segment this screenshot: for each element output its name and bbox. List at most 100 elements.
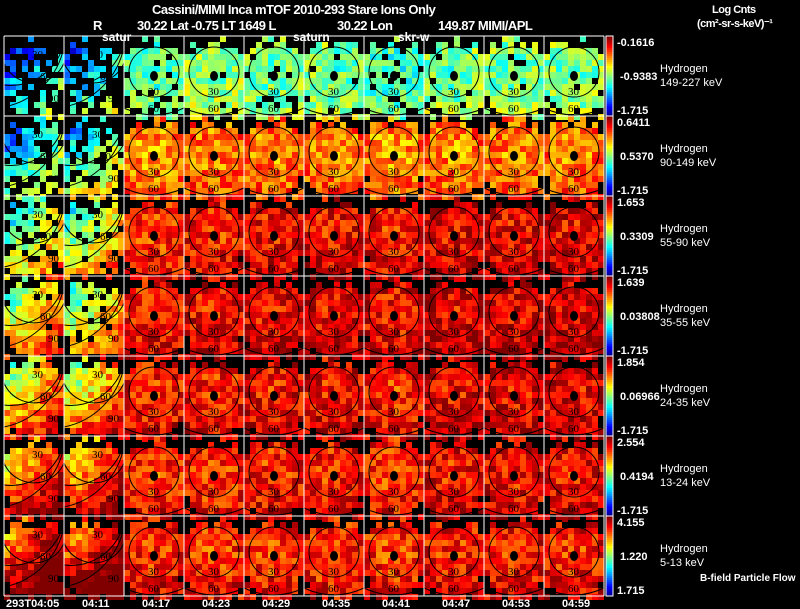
contour-circle-30 (308, 206, 360, 258)
contour-circle-30 (128, 446, 180, 498)
contour-line-60 (183, 507, 245, 516)
contour-label: 30 (568, 86, 580, 98)
contour-label: 90 (108, 253, 120, 265)
contour-line (63, 437, 128, 484)
saturn-marker (330, 231, 338, 241)
contour-label: 60 (508, 503, 520, 515)
contour-label: 60 (148, 503, 160, 515)
colorbar (605, 35, 614, 117)
heatmap-panel (64, 356, 124, 440)
saturn-marker (390, 231, 398, 241)
contour-line (63, 197, 128, 244)
contour-label: 60 (208, 423, 220, 435)
contour-label: 30 (388, 406, 400, 418)
species-label: Hydrogen (660, 223, 708, 235)
saturn-marker (450, 471, 458, 481)
heatmap-panel (64, 116, 124, 200)
contour-circle-30 (548, 206, 600, 258)
contour-label: 30 (208, 86, 220, 98)
contour-label: 30 (448, 406, 460, 418)
contour-label: 60 (568, 423, 580, 435)
contour-line (3, 286, 65, 348)
saturn-marker (390, 71, 398, 81)
contour-label: 30 (148, 486, 160, 498)
contour-label: 30 (508, 166, 520, 178)
contour-label: 30 (148, 86, 160, 98)
heatmap-panel (484, 516, 544, 600)
contour-label: 30 (328, 566, 340, 578)
contour-label: 60 (100, 391, 112, 403)
contour-label: 60 (40, 551, 52, 563)
contour-line (63, 126, 125, 188)
contour-circle-30 (488, 286, 540, 338)
contour-line (3, 517, 68, 564)
contour-line (3, 366, 65, 428)
saturn-marker (510, 391, 518, 401)
heatmap-panel (244, 442, 304, 520)
contour-label: 30 (448, 246, 460, 258)
contour-label: 60 (268, 103, 280, 115)
energy-range-label: 90-149 keV (660, 157, 717, 169)
heatmap-panel (244, 36, 304, 120)
contour-label: 60 (508, 103, 520, 115)
contour-line-60 (123, 587, 185, 596)
energy-range-label: 35-55 keV (660, 317, 711, 329)
contour-circle-30 (308, 366, 360, 418)
contour-circle-30 (548, 126, 600, 178)
heatmap-panel (424, 36, 484, 120)
heatmap-panel (244, 276, 304, 360)
contour-label: 30 (328, 326, 340, 338)
contour-line (3, 117, 68, 164)
heatmap-panel (364, 356, 424, 440)
contour-line (3, 357, 68, 404)
heatmap-panel (244, 116, 304, 200)
contour-circle-30 (188, 206, 240, 258)
contour-label: 90 (108, 493, 120, 505)
contour-label: 60 (448, 103, 460, 115)
heatmap-panel (184, 36, 244, 120)
colorbar-mid-label: 0.3309 (620, 231, 654, 243)
saturn-marker (510, 151, 518, 161)
contour-circle-30 (368, 46, 420, 98)
colorbar-mid-label: 0.06966 (620, 391, 660, 403)
contour-line (63, 526, 125, 588)
contour-label: 60 (40, 151, 52, 163)
contour-label: 60 (328, 263, 340, 275)
overlay-label: satur (102, 30, 132, 44)
colorbar-min-label: 1.715 (617, 585, 645, 597)
contour-label: 30 (448, 326, 460, 338)
contour-label: 90 (48, 413, 60, 425)
energy-range-label: 149-227 keV (660, 77, 723, 89)
contour-line (3, 206, 65, 268)
colorbar (605, 275, 614, 357)
saturn-marker (150, 471, 158, 481)
colorbar (605, 195, 614, 277)
colorbar-max-label: 0.6411 (617, 117, 650, 129)
contour-label: 30 (32, 209, 44, 221)
contour-label: 30 (508, 486, 520, 498)
contour-line (63, 117, 128, 164)
heatmap-panel (64, 282, 124, 360)
colorbar-mid-label: 0.03808 (620, 311, 660, 323)
contour-line (3, 201, 65, 246)
heatmap-panel (184, 356, 244, 440)
time-tick-label: 293T04:05 (6, 598, 59, 609)
contour-line-60 (543, 267, 605, 276)
contour-label: 30 (388, 166, 400, 178)
contour-label: 30 (92, 289, 104, 301)
contour-line-60 (183, 187, 245, 196)
contour-label: 90 (108, 573, 120, 585)
saturn-marker (570, 231, 578, 241)
contour-line (63, 41, 125, 86)
contour-label: 30 (32, 49, 44, 61)
contour-line-60 (423, 187, 485, 196)
contour-circle-30 (548, 446, 600, 498)
contour-label: 30 (208, 406, 220, 418)
contour-circle-30 (128, 366, 180, 418)
contour-label: 30 (268, 86, 280, 98)
contour-label: 60 (268, 343, 280, 355)
time-tick-label: 04:47 (442, 598, 470, 609)
heatmap-panel (124, 116, 184, 200)
heatmap-panel (184, 436, 244, 520)
